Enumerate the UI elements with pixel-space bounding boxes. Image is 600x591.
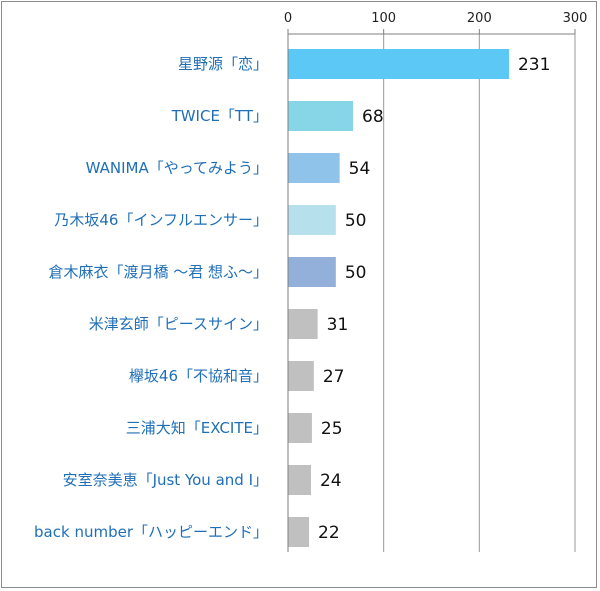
category-label: 米津玄師「ピースサイン」 (89, 315, 268, 333)
bar (288, 153, 340, 183)
value-label: 22 (318, 523, 340, 543)
category-label: 安室奈美恵「Just You and I」 (63, 471, 268, 489)
category-label: WANIMA「やってみよう」 (86, 159, 268, 177)
x-tick-label: 200 (467, 11, 492, 26)
bar (288, 205, 336, 235)
value-label: 68 (362, 107, 384, 127)
value-label: 24 (320, 471, 342, 491)
bar (288, 361, 314, 391)
bar (288, 49, 509, 79)
x-tick-label: 0 (284, 11, 292, 26)
category-labels: 星野源「恋」 TWICE「TT」 WANIMA「やってみよう」乃木坂46「インフルエ… (34, 55, 268, 541)
category-label: TWICE「TT」 (171, 107, 268, 125)
gridlines (383, 34, 576, 552)
category-label: back number「ハッピーエンド」 (34, 523, 268, 541)
x-axis-ticks: 0 100 200 300 (284, 11, 588, 35)
bars (288, 49, 509, 547)
value-label: 54 (349, 159, 371, 179)
bar (288, 413, 312, 443)
bar (288, 309, 318, 339)
value-labels: 231 68 54 50 50 31 27 25 24 22 (318, 55, 550, 543)
value-label: 25 (321, 419, 343, 439)
bar (288, 465, 311, 495)
x-tick-label: 300 (563, 11, 588, 26)
value-label: 231 (518, 55, 550, 75)
bar (288, 517, 310, 547)
value-label: 27 (323, 367, 345, 387)
bar (288, 257, 336, 287)
value-label: 50 (345, 263, 367, 283)
category-label: 乃木坂46「インフルエンサー」 (54, 211, 268, 229)
category-label: 三浦大知「EXCITE」 (126, 419, 268, 437)
bar (288, 101, 354, 131)
category-label: 倉木麻衣「渡月橋 ～君 想ふ～」 (48, 263, 268, 281)
x-tick-label: 100 (371, 11, 396, 26)
category-label: 欅坂46「不協和音」 (129, 367, 268, 385)
category-label: 星野源「恋」 (178, 55, 268, 73)
value-label: 31 (327, 315, 349, 335)
value-label: 50 (345, 211, 367, 231)
